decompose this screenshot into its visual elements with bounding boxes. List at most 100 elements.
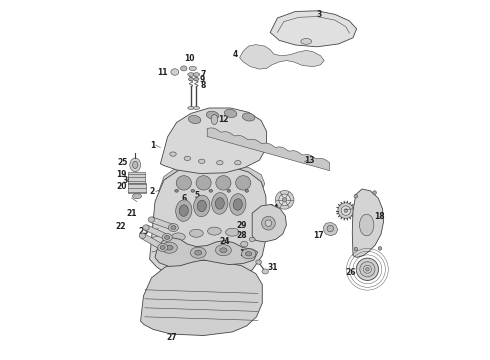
Ellipse shape (188, 73, 194, 76)
Polygon shape (150, 217, 174, 230)
Ellipse shape (176, 176, 192, 190)
Ellipse shape (224, 109, 237, 117)
Ellipse shape (179, 205, 188, 216)
Text: 24: 24 (220, 238, 230, 247)
Ellipse shape (170, 152, 176, 156)
Ellipse shape (249, 237, 255, 242)
Ellipse shape (360, 214, 374, 236)
Ellipse shape (262, 269, 269, 274)
Ellipse shape (344, 209, 347, 212)
Text: 22: 22 (115, 222, 125, 231)
Text: 1: 1 (150, 141, 155, 150)
Ellipse shape (195, 250, 202, 255)
Polygon shape (155, 238, 258, 266)
Ellipse shape (197, 200, 206, 212)
Ellipse shape (172, 233, 185, 241)
Text: 29: 29 (236, 220, 247, 230)
Ellipse shape (327, 225, 334, 232)
Text: 25: 25 (118, 158, 128, 167)
Text: 9: 9 (200, 76, 205, 85)
Text: 20: 20 (117, 182, 127, 191)
Text: 11: 11 (157, 68, 168, 77)
Text: 27: 27 (166, 333, 176, 342)
Bar (128, 183, 146, 193)
Polygon shape (207, 128, 330, 171)
Text: 5: 5 (195, 192, 200, 200)
Ellipse shape (193, 107, 199, 109)
Text: 14: 14 (269, 204, 279, 213)
Ellipse shape (245, 189, 248, 192)
Ellipse shape (194, 195, 210, 217)
Ellipse shape (301, 39, 312, 44)
Ellipse shape (165, 235, 170, 239)
Ellipse shape (279, 194, 291, 206)
Text: 15: 15 (239, 249, 249, 258)
Ellipse shape (220, 248, 227, 253)
Text: 30: 30 (123, 176, 133, 185)
Text: 13: 13 (304, 156, 315, 165)
Ellipse shape (227, 189, 231, 192)
Ellipse shape (282, 198, 287, 202)
Ellipse shape (188, 107, 194, 109)
Ellipse shape (243, 113, 255, 121)
Text: 2: 2 (150, 187, 155, 196)
Ellipse shape (198, 159, 205, 163)
Text: 28: 28 (236, 231, 247, 240)
Polygon shape (149, 166, 267, 281)
Ellipse shape (176, 200, 192, 221)
Text: 8: 8 (200, 81, 205, 90)
Text: 23: 23 (138, 227, 148, 236)
Text: 18: 18 (374, 212, 385, 221)
Ellipse shape (275, 190, 294, 209)
Text: 10: 10 (184, 54, 195, 63)
Ellipse shape (233, 199, 243, 210)
Ellipse shape (206, 111, 219, 119)
Text: 6: 6 (181, 194, 187, 202)
Text: 17: 17 (314, 231, 324, 240)
Ellipse shape (256, 260, 262, 264)
Ellipse shape (190, 247, 206, 258)
Ellipse shape (216, 245, 231, 256)
Ellipse shape (169, 224, 178, 231)
Ellipse shape (180, 66, 187, 71)
Ellipse shape (225, 228, 239, 236)
Ellipse shape (190, 229, 203, 237)
Ellipse shape (160, 246, 165, 249)
Ellipse shape (216, 176, 231, 190)
Polygon shape (240, 45, 324, 69)
Ellipse shape (217, 161, 223, 165)
Polygon shape (352, 189, 384, 257)
Ellipse shape (212, 193, 228, 214)
Text: 19: 19 (117, 170, 127, 179)
Text: 4: 4 (233, 50, 238, 59)
Ellipse shape (130, 158, 141, 172)
Ellipse shape (265, 220, 271, 226)
Polygon shape (160, 108, 267, 174)
Ellipse shape (184, 156, 191, 161)
Polygon shape (270, 11, 357, 47)
Ellipse shape (189, 78, 194, 81)
Polygon shape (145, 225, 169, 240)
Ellipse shape (378, 247, 382, 250)
Ellipse shape (148, 217, 155, 222)
Ellipse shape (338, 203, 354, 219)
Ellipse shape (162, 242, 177, 253)
Text: 31: 31 (268, 263, 278, 272)
Text: 26: 26 (345, 269, 356, 277)
Ellipse shape (162, 233, 172, 241)
Ellipse shape (193, 73, 199, 76)
Polygon shape (252, 204, 286, 242)
Ellipse shape (230, 194, 246, 215)
Ellipse shape (143, 225, 149, 230)
Polygon shape (141, 233, 164, 250)
Ellipse shape (356, 258, 379, 280)
Text: 3: 3 (317, 10, 322, 19)
Polygon shape (141, 260, 262, 336)
Ellipse shape (373, 191, 376, 194)
Ellipse shape (196, 176, 211, 190)
Ellipse shape (188, 116, 201, 123)
Ellipse shape (139, 233, 146, 239)
Polygon shape (323, 222, 338, 236)
Text: 21: 21 (126, 209, 137, 217)
Ellipse shape (132, 161, 138, 168)
